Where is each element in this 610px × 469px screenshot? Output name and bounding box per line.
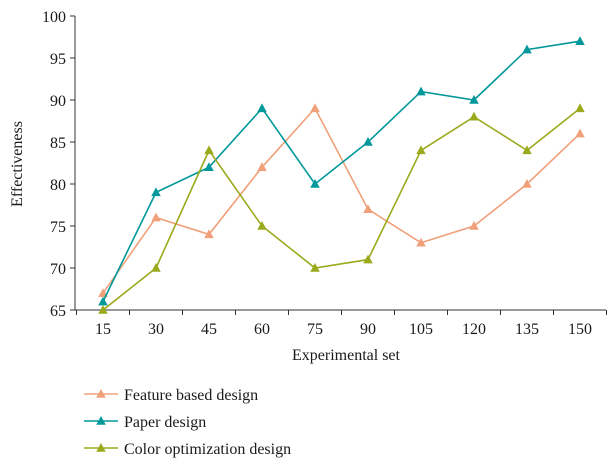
data-point <box>416 145 426 155</box>
data-point <box>151 212 161 222</box>
data-point <box>522 145 532 155</box>
data-point <box>310 103 320 113</box>
legend-item: Paper design <box>84 414 206 431</box>
data-point <box>363 137 373 146</box>
x-tick-label: 135 <box>515 321 539 338</box>
series-3 <box>98 103 585 314</box>
legend-label: Color optimization design <box>124 441 291 458</box>
data-point <box>522 179 532 188</box>
x-tick-label: 60 <box>254 321 270 338</box>
x-tick-label: 15 <box>95 321 111 338</box>
data-point <box>257 221 267 230</box>
series-2 <box>98 36 585 306</box>
data-point <box>416 237 426 247</box>
legend-label: Paper design <box>124 414 206 431</box>
y-tick-label: 90 <box>50 93 66 110</box>
y-tick-label: 85 <box>50 135 66 152</box>
data-point <box>257 162 267 171</box>
y-tick-label: 75 <box>50 219 66 236</box>
y-tick-label: 95 <box>50 51 66 68</box>
data-point <box>469 111 479 121</box>
legend-item: Feature based design <box>84 387 258 404</box>
series-line <box>102 107 581 294</box>
data-point <box>310 263 320 272</box>
data-point <box>469 221 479 230</box>
data-point <box>310 179 320 188</box>
data-point <box>575 103 585 113</box>
data-point <box>416 86 426 96</box>
data-point <box>151 187 161 197</box>
legend-marker <box>96 443 106 452</box>
legend-marker <box>96 389 106 398</box>
x-tick-label: 75 <box>307 321 323 338</box>
x-axis-label: Experimental set <box>292 347 401 364</box>
data-point <box>204 145 214 155</box>
data-point <box>98 288 108 297</box>
y-axis-label: Effectiveness <box>9 121 26 207</box>
x-tick-label: 150 <box>568 321 592 338</box>
axes: 65 70 75 80 85 90 95 100 15 30 45 60 75 90 105 120 135 15… <box>42 9 607 338</box>
data-point <box>98 305 108 314</box>
y-tick-label: 80 <box>50 177 66 194</box>
data-point <box>204 162 214 171</box>
series-line <box>102 107 581 311</box>
data-point <box>575 128 585 138</box>
x-tick-label: 90 <box>360 321 376 338</box>
legend-marker <box>96 416 106 425</box>
series-1 <box>98 103 585 297</box>
data-point <box>575 36 585 45</box>
data-point <box>522 44 532 54</box>
data-point <box>363 254 373 264</box>
data-point <box>151 263 161 272</box>
series-line <box>102 40 581 302</box>
y-tick-label: 70 <box>50 261 66 278</box>
x-tick-label: 105 <box>409 321 433 338</box>
data-point <box>204 229 214 239</box>
x-tick-label: 120 <box>462 321 486 338</box>
legend: Feature based design Paper design Color op… <box>84 387 291 458</box>
data-point <box>363 204 373 213</box>
data-point <box>257 103 267 113</box>
y-tick-label: 100 <box>42 9 66 26</box>
data-point <box>98 296 108 306</box>
x-tick-label: 30 <box>148 321 164 338</box>
legend-item: Color optimization design <box>84 441 291 458</box>
y-tick-label: 65 <box>50 303 66 320</box>
x-tick-label: 45 <box>201 321 217 338</box>
legend-label: Feature based design <box>124 387 258 404</box>
series-layer <box>98 36 585 314</box>
data-point <box>469 95 479 104</box>
